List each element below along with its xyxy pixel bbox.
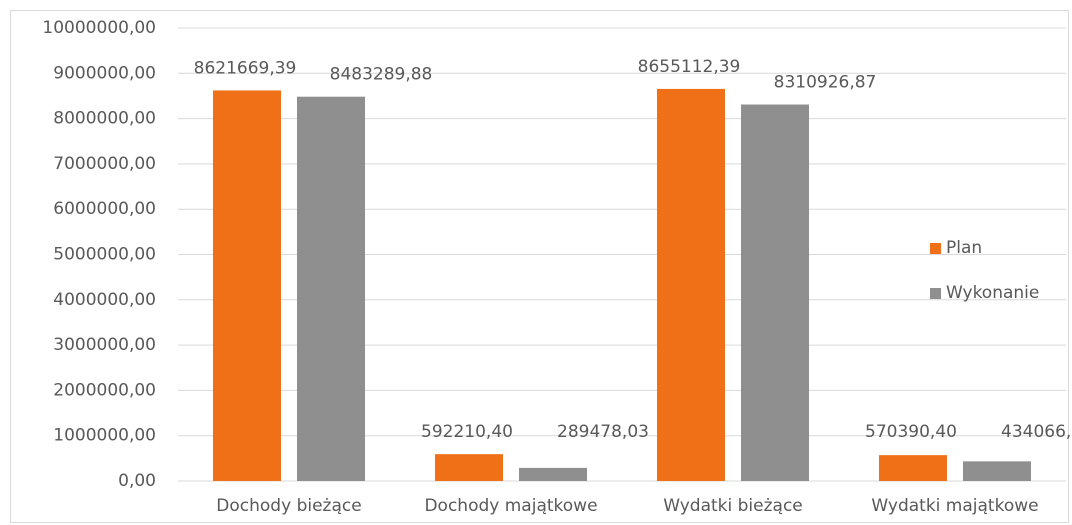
bar [657,88,725,482]
y-tick-label: 1000000,00 [53,426,156,446]
bar [963,461,1031,481]
bar [435,454,503,481]
legend-label: Plan [946,238,982,258]
bar [213,90,281,481]
legend-swatch [930,288,941,299]
data-label: 289478,03 [557,422,649,442]
data-label: 8483289,88 [330,65,433,85]
y-tick-label: 2000000,00 [53,380,156,400]
legend-label: Wykonanie [946,283,1039,303]
y-tick-label: 3000000,00 [53,335,156,355]
y-tick-label: 9000000,00 [53,63,156,83]
bar [519,467,587,481]
bar [741,104,809,481]
y-tick-label: 5000000,00 [53,245,156,265]
data-label: 434066,65 [1001,422,1072,442]
y-tick-label: 7000000,00 [53,154,156,174]
x-tick-label: Wydatki bieżące [663,496,803,516]
chart-border [10,10,1069,523]
x-tick-label: Dochody majątkowe [424,496,597,516]
data-label: 570390,40 [865,422,957,442]
x-tick-label: Dochody bieżące [216,496,361,516]
y-tick-label: 6000000,00 [53,199,156,219]
data-label: 8310926,87 [774,73,877,93]
legend-swatch [930,243,941,254]
y-tick-label: 10000000,00 [42,18,156,38]
bar [297,96,365,481]
data-label: 8655112,39 [638,57,741,77]
y-tick-label: 4000000,00 [53,290,156,310]
y-tick-label: 0,00 [118,471,156,491]
bar [879,455,947,481]
data-label: 8621669,39 [194,58,297,78]
y-tick-label: 8000000,00 [53,109,156,129]
data-label: 592210,40 [421,422,513,442]
x-tick-label: Wydatki majątkowe [871,496,1038,516]
